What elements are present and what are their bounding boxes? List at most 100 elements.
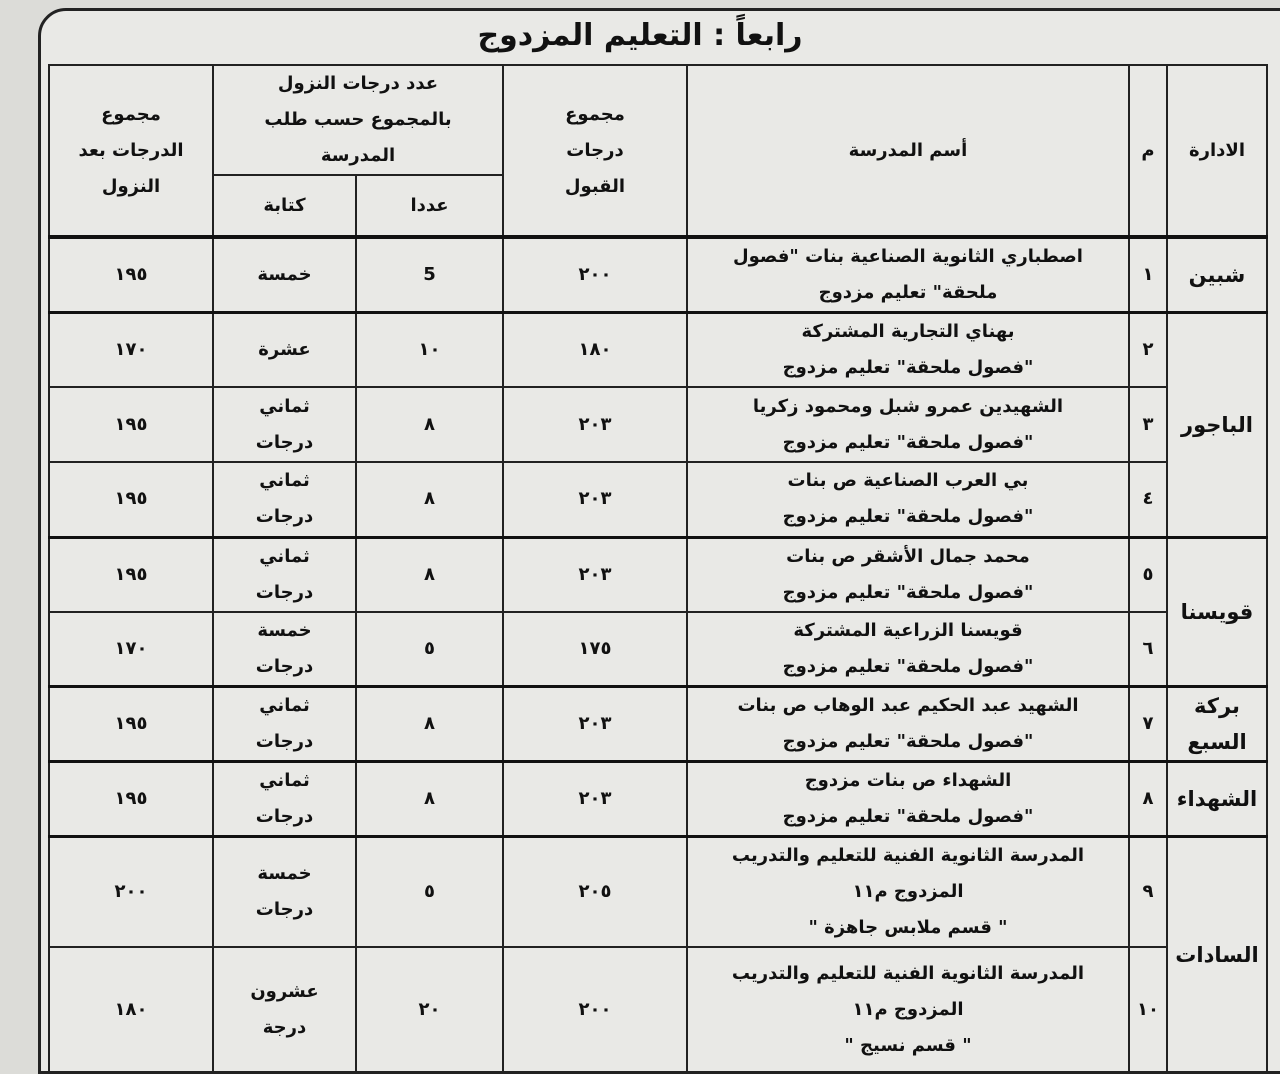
school-name-line: "فصول ملحقة" تعليم مزدوج [782, 506, 1034, 528]
school-name-line: اصطباري الثانوية الصناعية بنات "فصول [733, 246, 1083, 267]
header-total-accept: مجموع درجات القبول [502, 64, 688, 239]
cell-total-accept: ٢٠٣ [502, 461, 688, 538]
cell-in-words: خمسة [212, 236, 357, 314]
cell-total-after: ١٩٥ [48, 760, 214, 838]
cell-in-numbers: 5 [355, 236, 504, 314]
header-admin: الادارة [1166, 64, 1268, 239]
header-total-after: مجموع الدرجات بعد النزول [48, 64, 214, 239]
cell-num: ٦ [1128, 611, 1168, 688]
cell-total-after: ١٩٥ [48, 461, 214, 538]
school-name-line: بهناي التجارية المشتركة [801, 321, 1015, 342]
cell-school: المدرسة الثانوية الفنية للتعليم والتدريب… [686, 835, 1130, 948]
table-row: ٦ قويسنا الزراعية المشتركة "فصول ملحقة" تع… [48, 611, 1267, 688]
table-row: شبين ١ اصطباري الثانوية الصناعية بنات "فصو… [48, 236, 1268, 314]
table-row: ١٠ المدرسة الثانوية الفنية للتعليم والتدر… [48, 946, 1267, 1073]
cell-admin: السادات [1166, 835, 1268, 1073]
cell-num: ١ [1128, 236, 1168, 314]
school-name-line: " قسم ملابس جاهزة " [808, 917, 1008, 938]
school-name-line: الشهيدين عمرو شبل ومحمود زكريا [752, 395, 1064, 417]
cell-total-accept: ٢٠٥ [502, 835, 688, 948]
cell-total-after: ١٩٥ [48, 386, 214, 463]
cell-school: قويسنا الزراعية المشتركة "فصول ملحقة" تعل… [686, 611, 1130, 688]
cell-total-after: ٢٠٠ [48, 835, 214, 948]
school-name-line: "فصول ملحقة" تعليم مزدوج [782, 431, 1034, 453]
cell-total-after: ١٩٥ [48, 236, 214, 314]
cell-num: ٥ [1128, 535, 1168, 613]
cell-total-after: ١٩٥ [48, 535, 214, 613]
cell-total-accept: ٢٠٠ [502, 236, 688, 314]
school-name-line: قويسنا الزراعية المشتركة [793, 620, 1023, 641]
cell-school: بهناي التجارية المشتركة "فصول ملحقة" تعلي… [686, 311, 1130, 388]
cell-total-after: ١٩٥ [48, 685, 214, 763]
cell-in-words: ثماني درجات [212, 535, 357, 613]
cell-num: ٢ [1128, 311, 1168, 388]
school-name-line: الشهيد عبد الحكيم عبد الوهاب ص بنات [737, 695, 1079, 716]
cell-in-words: خمسة درجات [212, 611, 357, 688]
header-school: أسم المدرسة [686, 64, 1130, 239]
cell-in-numbers: ٨ [355, 685, 504, 763]
cell-in-words: خمسة درجات [212, 835, 357, 948]
school-name-line: "فصول ملحقة" تعليم مزدوج [782, 357, 1034, 378]
cell-school: الشهيدين عمرو شبل ومحمود زكريا "فصول ملحق… [686, 386, 1130, 463]
school-name-line: "فصول ملحقة" تعليم مزدوج [782, 656, 1034, 677]
cell-total-accept: ٢٠٠ [502, 946, 688, 1073]
cell-in-numbers: ٨ [355, 760, 504, 838]
cell-in-numbers: ٢٠ [355, 946, 504, 1073]
cell-in-words: ثماني درجات [212, 461, 357, 538]
header-in-words: كتابة [212, 174, 357, 239]
cell-total-accept: ٢٠٣ [502, 685, 688, 763]
cell-in-words: ثماني درجات [212, 386, 357, 463]
cell-school: الشهداء ص بنات مزدوج "فصول ملحقة" تعليم م… [686, 760, 1130, 838]
table-row: بركة السبع ٧ الشهيد عبد الحكيم عبد الوهاب … [48, 685, 1268, 763]
table-row: الشهداء ٨ الشهداء ص بنات مزدوج "فصول ملحقة"… [48, 760, 1268, 838]
school-name-line: المزدوج م١١ [852, 998, 964, 1020]
cell-in-numbers: ٥ [355, 835, 504, 948]
cell-in-numbers: ٨ [355, 386, 504, 463]
table-row: قويسنا ٥ محمد جمال الأشقر ص بنات "فصول ملحق… [48, 535, 1268, 688]
cell-total-accept: ٢٠٣ [502, 760, 688, 838]
school-name-line: المدرسة الثانوية الفنية للتعليم والتدريب [731, 845, 1085, 866]
table-row: ٣ الشهيدين عمرو شبل ومحمود زكريا "فصول ملح… [48, 386, 1267, 463]
cell-school: بي العرب الصناعية ص بنات "فصول ملحقة" تعل… [686, 461, 1130, 538]
cell-admin: شبين [1166, 236, 1268, 314]
header-reduction: عدد درجات النزول بالمجموع حسب طلب المدرس… [212, 64, 504, 176]
cell-school: الشهيد عبد الحكيم عبد الوهاب ص بنات "فصول… [686, 685, 1130, 763]
cell-num: ٨ [1128, 760, 1168, 838]
cell-num: ٧ [1128, 685, 1168, 763]
cell-school: المدرسة الثانوية الفنية للتعليم والتدريب… [686, 946, 1130, 1073]
cell-total-after: ١٧٠ [48, 311, 214, 388]
cell-in-words: عشرون درجة [212, 946, 357, 1073]
cell-in-words: ثماني درجات [212, 685, 357, 763]
cell-in-words: ثماني درجات [212, 760, 357, 838]
cell-total-after: ١٨٠ [48, 946, 214, 1073]
cell-in-words: عشرة [212, 311, 357, 388]
cell-in-numbers: ٨ [355, 461, 504, 538]
cell-in-numbers: ٥ [355, 611, 504, 688]
cell-num: ٣ [1128, 386, 1168, 463]
school-name-line: المزدوج م١١ [852, 881, 964, 902]
cell-admin: الشهداء [1166, 760, 1268, 838]
school-name-line: "فصول ملحقة" تعليم مزدوج [782, 581, 1034, 603]
cell-num: ٩ [1128, 835, 1168, 948]
table-row: الباجور ٢ بهناي التجارية المشتركة "فصول ملح… [48, 311, 1268, 538]
school-name-line: "فصول ملحقة" تعليم مزدوج [782, 806, 1034, 827]
page-title: رابعاً : التعليم المزدوج [477, 18, 803, 53]
cell-total-accept: ١٨٠ [502, 311, 688, 388]
table-row: السادات ٩ المدرسة الثانوية الفنية للتعليم … [48, 835, 1268, 1073]
cell-total-accept: ٢٠٣ [502, 535, 688, 613]
cell-admin: قويسنا [1166, 535, 1268, 688]
cell-total-accept: ٢٠٣ [502, 386, 688, 463]
table-row: ٤ بي العرب الصناعية ص بنات "فصول ملحقة" تع… [48, 461, 1267, 538]
school-name-line: ملحقة" تعليم مزدوج [818, 282, 998, 303]
cell-school: اصطباري الثانوية الصناعية بنات "فصول ملحق… [686, 236, 1130, 314]
cell-school: محمد جمال الأشقر ص بنات "فصول ملحقة" تعلي… [686, 535, 1130, 613]
school-name-line: بي العرب الصناعية ص بنات [787, 470, 1029, 492]
cell-total-after: ١٧٠ [48, 611, 214, 688]
cell-admin: الباجور [1166, 311, 1268, 538]
cell-admin: بركة السبع [1166, 685, 1268, 763]
cell-in-numbers: ١٠ [355, 311, 504, 388]
school-name-line: الشهداء ص بنات مزدوج [804, 770, 1012, 791]
school-name-line: محمد جمال الأشقر ص بنات [786, 545, 1030, 567]
school-name-line: "فصول ملحقة" تعليم مزدوج [782, 731, 1034, 752]
cell-total-accept: ١٧٥ [502, 611, 688, 688]
